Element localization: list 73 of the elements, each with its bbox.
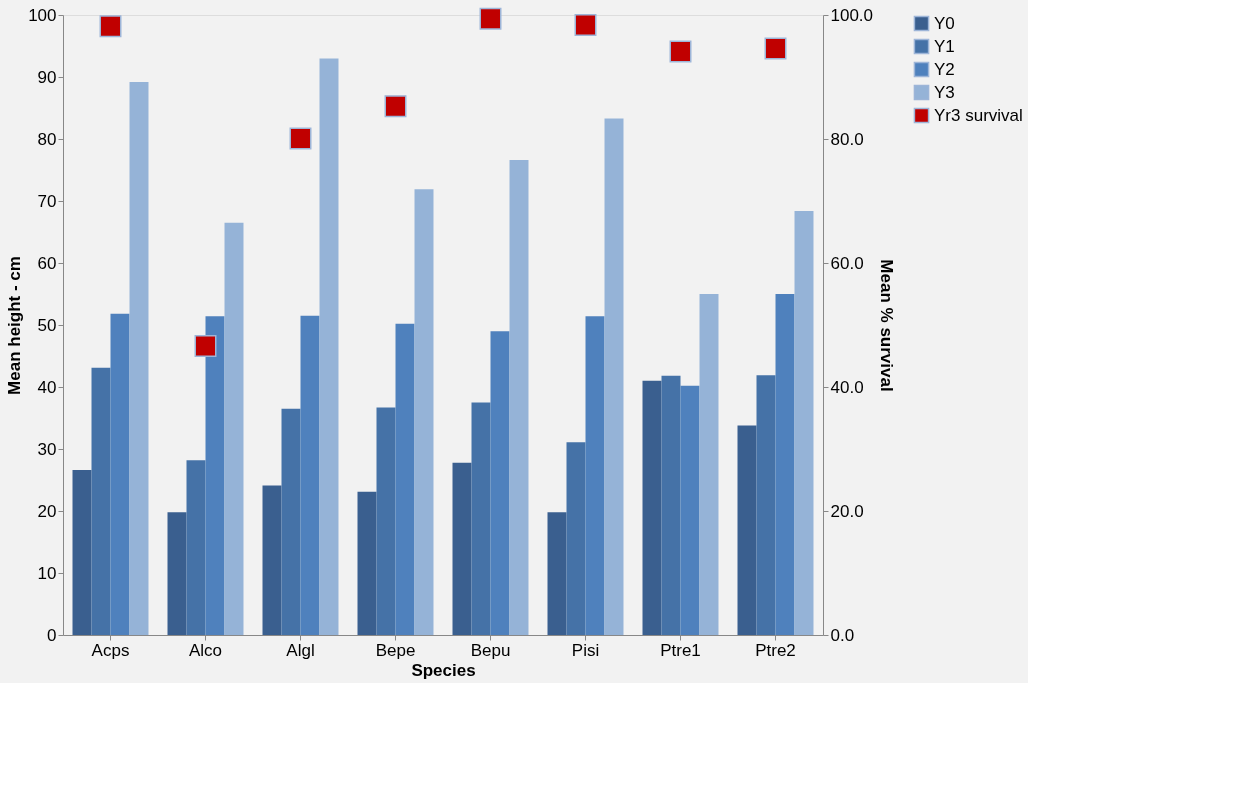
bar (414, 189, 434, 635)
bar (129, 81, 149, 635)
y-axis-title: Mean height - cm (5, 256, 25, 395)
y-tick-label: 0 (47, 625, 57, 645)
bar (319, 58, 339, 635)
bar (471, 402, 491, 635)
point (99, 15, 122, 38)
bar (642, 380, 662, 635)
x-tick-label: Pisi (571, 640, 600, 660)
legend-label: Y0 (934, 13, 955, 33)
point (479, 7, 502, 30)
bar (794, 210, 814, 635)
y-tick-label: 100 (28, 5, 57, 25)
point (194, 335, 217, 358)
x-axis-title: Species (411, 660, 476, 680)
bar (547, 512, 567, 635)
y-tick-label: 60 (37, 253, 57, 273)
y-tick-label: 50 (37, 315, 57, 335)
y2-tick-label: 80.0 (830, 129, 864, 149)
y2-tick-label: 0.0 (830, 625, 855, 645)
bar (110, 313, 130, 635)
bar (224, 222, 244, 635)
point (574, 13, 597, 36)
legend-label: Y2 (934, 59, 955, 79)
bar (604, 118, 624, 635)
bar (357, 491, 377, 635)
point (669, 40, 692, 63)
bar (262, 485, 282, 635)
bar (585, 316, 605, 635)
legend-label: Yr3 survival (934, 105, 1023, 125)
bar (680, 385, 700, 635)
y-tick-label: 40 (37, 377, 57, 397)
bar (756, 375, 776, 635)
legend-label: Y1 (934, 36, 955, 56)
x-tick-label: Alco (188, 640, 223, 660)
bar (490, 331, 510, 635)
y2-axis-title: Mean % survival (877, 259, 897, 392)
x-tick-label: Bepu (470, 640, 511, 660)
bar (205, 316, 225, 635)
bar (72, 470, 92, 635)
x-tick-label: Ptre2 (755, 640, 796, 660)
x-tick-label: Algl (286, 640, 315, 660)
bar (737, 425, 757, 635)
y2-tick-label: 20.0 (830, 501, 864, 521)
point (289, 127, 312, 150)
bar (775, 294, 795, 635)
bar (186, 460, 206, 635)
y-tick-label: 20 (37, 501, 57, 521)
point (764, 37, 787, 60)
y2-tick-label: 100.0 (830, 5, 874, 25)
bar (376, 407, 396, 635)
bar (661, 375, 681, 635)
bar (167, 512, 187, 635)
y-tick-label: 90 (37, 67, 57, 87)
y2-tick-label: 40.0 (830, 377, 864, 397)
bar (91, 367, 111, 635)
bar (281, 408, 301, 635)
y-tick-label: 30 (37, 439, 57, 459)
bar (699, 294, 719, 635)
bar (300, 315, 320, 635)
bar (452, 462, 472, 635)
x-tick-label: Acps (91, 640, 130, 660)
y-tick-label: 70 (37, 191, 57, 211)
legend-label: Y3 (934, 82, 955, 102)
y-tick-label: 10 (37, 563, 57, 583)
point (384, 95, 407, 118)
bar (509, 160, 529, 635)
x-tick-label: Bepe (375, 640, 416, 660)
y2-tick-label: 60.0 (830, 253, 864, 273)
bar (566, 442, 586, 635)
bar (395, 323, 415, 635)
x-tick-label: Ptre1 (660, 640, 701, 660)
y-tick-label: 80 (37, 129, 57, 149)
